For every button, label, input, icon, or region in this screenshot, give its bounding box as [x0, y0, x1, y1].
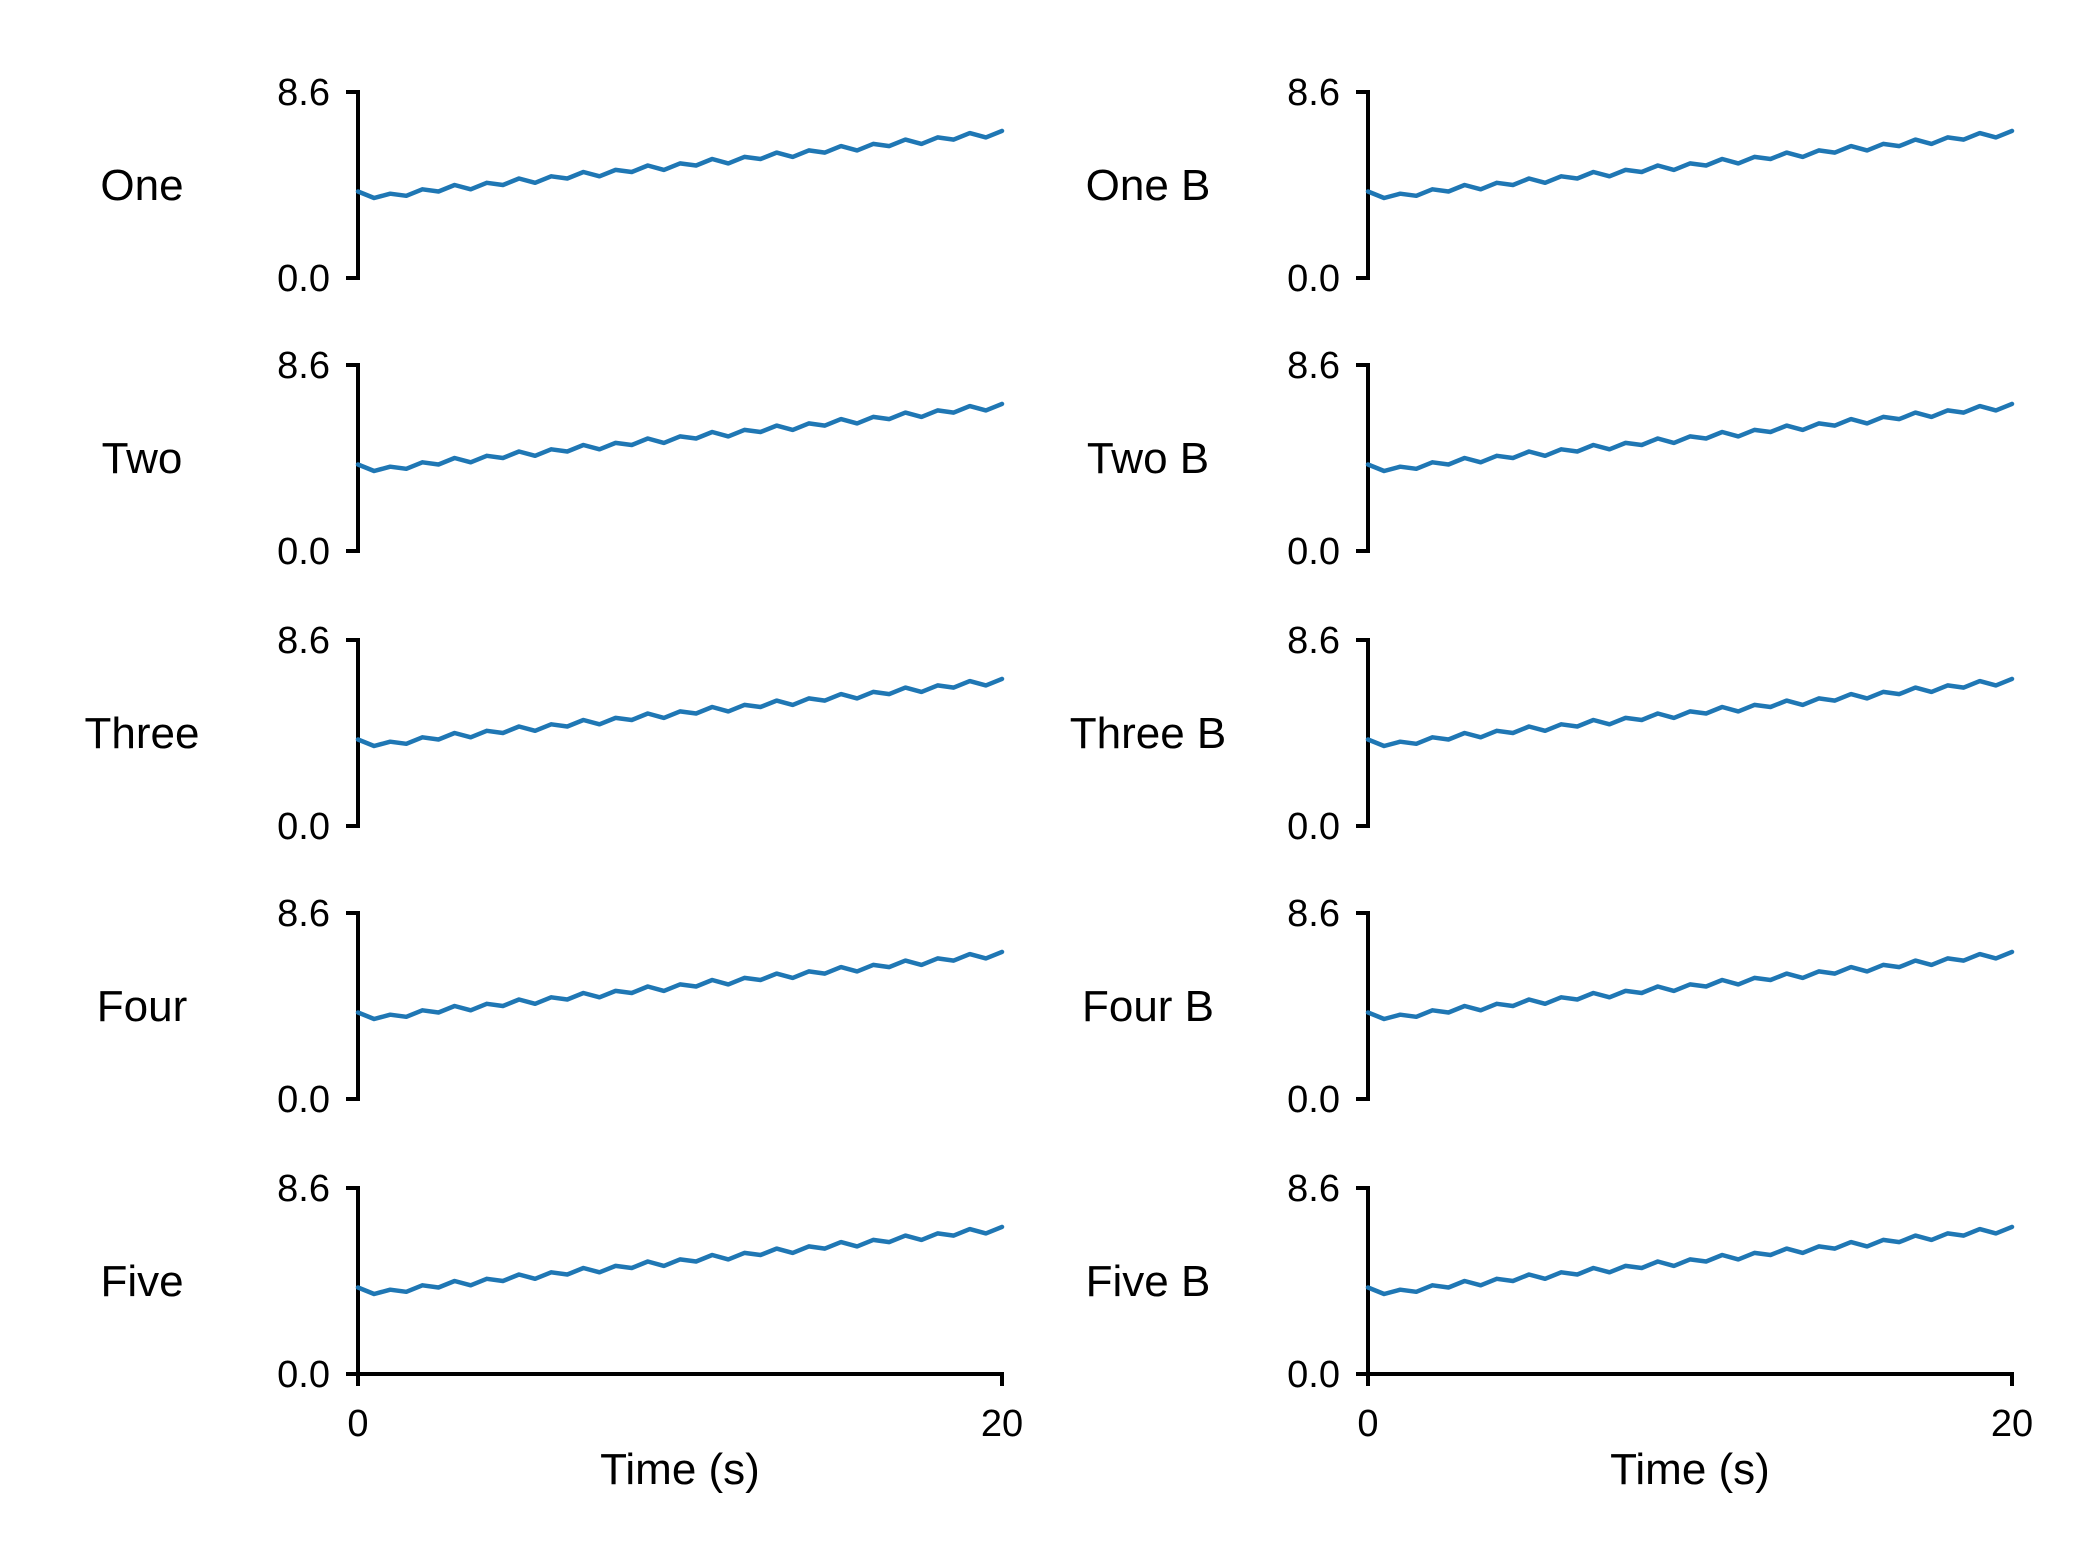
row-label: Two B — [1087, 434, 1209, 483]
row-label: Four B — [1082, 982, 1214, 1031]
y-tick-label-bottom: 0.0 — [1287, 531, 1340, 573]
x-tick-label-end: 20 — [1991, 1403, 2033, 1445]
panel-2-4: Four B 8.6 0.0 — [1082, 893, 2015, 1121]
column-1: One8.60.0Two8.60.0Three8.60.0Four8.60.0F… — [85, 72, 1024, 1494]
series-line — [1365, 1224, 2015, 1297]
row-label: Five B — [1086, 1257, 1211, 1306]
y-tick-label-bottom: 0.0 — [277, 1354, 330, 1396]
row-label: One — [100, 161, 183, 210]
row-label: Four — [97, 982, 187, 1031]
row-label: Three B — [1070, 709, 1227, 758]
panel-1-4: Four 8.6 0.0 — [97, 893, 1005, 1121]
x-tick-label-start: 0 — [1357, 1403, 1378, 1445]
series-line — [1365, 128, 2015, 201]
panel-1-1: One 8.6 0.0 — [100, 72, 1005, 300]
y-tick-label-top: 8.6 — [1287, 893, 1340, 935]
x-tick-label-start: 0 — [347, 1403, 368, 1445]
y-tick-label-top: 8.6 — [277, 620, 330, 662]
panel-2-1: One B 8.6 0.0 — [1086, 72, 2015, 300]
row-label: Five — [100, 1257, 183, 1306]
y-tick-label-top: 8.6 — [277, 345, 330, 387]
x-tick-label-end: 20 — [981, 1403, 1023, 1445]
y-tick-label-bottom: 0.0 — [277, 258, 330, 300]
panel-1-3: Three 8.6 0.0 — [85, 620, 1005, 848]
y-tick-label-top: 8.6 — [277, 1168, 330, 1210]
y-tick-label-bottom: 0.0 — [1287, 806, 1340, 848]
y-tick-label-bottom: 0.0 — [277, 531, 330, 573]
series-line — [355, 949, 1005, 1022]
series-line — [355, 676, 1005, 749]
x-axis: 0 20 Time (s) — [347, 1372, 1023, 1494]
y-tick-label-bottom: 0.0 — [277, 1079, 330, 1121]
series-line — [355, 1224, 1005, 1297]
panel-1-5: Five 8.6 0.0 0 20 Time (s) — [100, 1168, 1023, 1494]
row-label: Two — [102, 434, 183, 483]
y-tick-label-bottom: 0.0 — [1287, 1079, 1340, 1121]
y-tick-label-top: 8.6 — [1287, 345, 1340, 387]
y-tick-label-top: 8.6 — [1287, 72, 1340, 114]
y-tick-label-top: 8.6 — [1287, 1168, 1340, 1210]
series-line — [1365, 401, 2015, 474]
row-label: One B — [1086, 161, 1211, 210]
x-axis: 0 20 Time (s) — [1357, 1372, 2033, 1494]
x-axis-title: Time (s) — [1610, 1445, 1770, 1494]
series-line — [355, 128, 1005, 201]
panel-2-3: Three B 8.6 0.0 — [1070, 620, 2015, 848]
y-tick-label-bottom: 0.0 — [277, 806, 330, 848]
y-tick-label-top: 8.6 — [277, 893, 330, 935]
x-axis-title: Time (s) — [600, 1445, 760, 1494]
panel-2-2: Two B 8.6 0.0 — [1087, 345, 2015, 573]
series-line — [1365, 676, 2015, 749]
y-tick-label-bottom: 0.0 — [1287, 258, 1340, 300]
y-tick-label-top: 8.6 — [1287, 620, 1340, 662]
y-tick-label-top: 8.6 — [277, 72, 330, 114]
panel-1-2: Two 8.6 0.0 — [102, 345, 1005, 573]
series-line — [355, 401, 1005, 474]
y-tick-label-bottom: 0.0 — [1287, 1354, 1340, 1396]
row-label: Three — [85, 709, 200, 758]
panel-2-5: Five B 8.6 0.0 0 20 Time (s) — [1086, 1168, 2033, 1494]
series-line — [1365, 949, 2015, 1022]
